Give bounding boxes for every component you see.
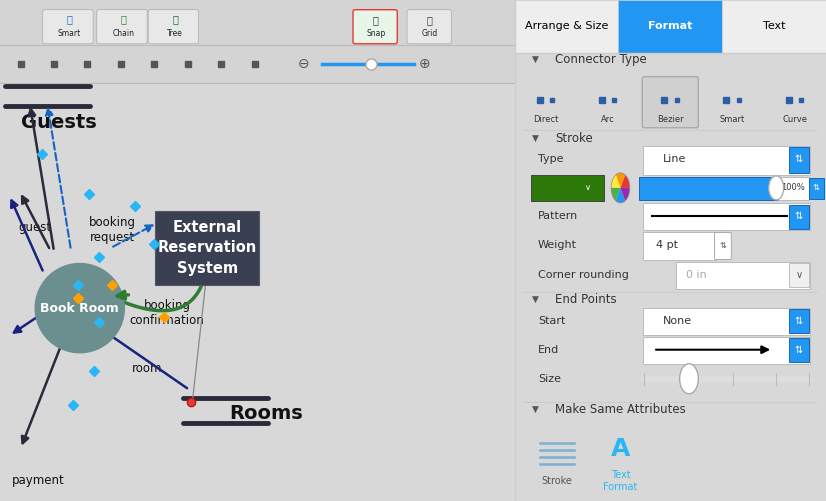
FancyBboxPatch shape	[790, 309, 809, 333]
FancyBboxPatch shape	[638, 177, 780, 200]
FancyBboxPatch shape	[407, 10, 451, 44]
Text: Smart: Smart	[720, 115, 745, 124]
Text: Size: Size	[538, 374, 561, 384]
Text: Format: Format	[648, 22, 692, 31]
Text: room: room	[131, 362, 162, 375]
Text: payment: payment	[12, 474, 65, 487]
Text: ∨: ∨	[795, 270, 803, 280]
Text: ▼: ▼	[532, 134, 539, 143]
FancyBboxPatch shape	[643, 203, 809, 230]
FancyBboxPatch shape	[722, 0, 826, 53]
Wedge shape	[620, 175, 629, 188]
Text: Line: Line	[662, 154, 686, 164]
Text: 100%: 100%	[781, 183, 805, 192]
Text: Text: Text	[763, 22, 786, 31]
Text: Stroke: Stroke	[541, 476, 572, 486]
Ellipse shape	[35, 263, 125, 353]
FancyBboxPatch shape	[515, 0, 619, 53]
Text: ▼: ▼	[532, 55, 539, 64]
Text: ⬛: ⬛	[121, 14, 126, 24]
Text: ▼: ▼	[532, 295, 539, 304]
Wedge shape	[611, 188, 620, 201]
FancyBboxPatch shape	[97, 10, 147, 44]
Text: ⇅: ⇅	[719, 241, 726, 250]
Circle shape	[769, 176, 784, 200]
Text: Book Room: Book Room	[40, 302, 119, 315]
Text: ⊕: ⊕	[419, 57, 430, 71]
Text: Corner rounding: Corner rounding	[538, 270, 629, 280]
FancyBboxPatch shape	[790, 147, 809, 173]
FancyBboxPatch shape	[531, 175, 604, 201]
Text: None: None	[662, 316, 691, 326]
Text: Arc: Arc	[601, 115, 615, 124]
Text: ⇅: ⇅	[795, 211, 803, 221]
Text: A: A	[610, 437, 630, 461]
Text: End: End	[538, 345, 559, 355]
Text: Direct: Direct	[533, 115, 558, 124]
Text: ⇅: ⇅	[795, 316, 803, 326]
FancyBboxPatch shape	[714, 232, 731, 260]
Text: ⇅: ⇅	[813, 183, 820, 192]
FancyBboxPatch shape	[643, 337, 809, 364]
Text: Start: Start	[538, 316, 565, 326]
Text: ⬛: ⬛	[172, 14, 178, 24]
FancyBboxPatch shape	[0, 0, 515, 46]
FancyBboxPatch shape	[790, 205, 809, 229]
FancyBboxPatch shape	[809, 178, 824, 199]
Text: End Points: End Points	[555, 293, 617, 306]
Text: Make Same Attributes: Make Same Attributes	[555, 403, 686, 416]
Text: 4 pt: 4 pt	[657, 240, 678, 250]
Text: ▼: ▼	[532, 405, 539, 414]
Text: Snap: Snap	[366, 29, 385, 38]
FancyBboxPatch shape	[148, 10, 198, 44]
Text: Arrange & Size: Arrange & Size	[525, 22, 608, 31]
FancyBboxPatch shape	[155, 211, 259, 285]
Text: Text
Format: Text Format	[603, 470, 638, 492]
Text: Type: Type	[538, 154, 563, 164]
Text: Curve: Curve	[782, 115, 807, 124]
FancyBboxPatch shape	[43, 10, 93, 44]
Text: ⬛: ⬛	[373, 15, 378, 25]
Wedge shape	[620, 188, 629, 201]
Wedge shape	[616, 173, 625, 188]
FancyBboxPatch shape	[619, 0, 722, 53]
Text: Weight: Weight	[538, 240, 577, 250]
Text: Grid: Grid	[421, 29, 438, 38]
Text: Tree: Tree	[167, 29, 183, 38]
Circle shape	[680, 364, 698, 394]
Text: ∨: ∨	[585, 183, 591, 192]
Text: ⬛: ⬛	[427, 15, 433, 25]
FancyBboxPatch shape	[676, 262, 809, 289]
Text: Stroke: Stroke	[555, 132, 593, 145]
FancyBboxPatch shape	[643, 146, 809, 175]
Text: ⇅: ⇅	[795, 345, 803, 355]
FancyBboxPatch shape	[790, 338, 809, 362]
Text: booking
request: booking request	[88, 216, 135, 244]
Text: ⊖: ⊖	[298, 57, 310, 71]
FancyBboxPatch shape	[643, 77, 698, 128]
Text: Smart: Smart	[58, 29, 81, 38]
Text: Guests: Guests	[21, 113, 97, 132]
Text: ⬛: ⬛	[67, 14, 73, 24]
Text: Bezier: Bezier	[657, 115, 684, 124]
FancyBboxPatch shape	[643, 308, 809, 335]
FancyBboxPatch shape	[0, 46, 515, 83]
Text: Chain: Chain	[112, 29, 135, 38]
Text: ⇅: ⇅	[795, 154, 803, 164]
Wedge shape	[616, 188, 625, 203]
Wedge shape	[611, 175, 620, 188]
Text: External
Reservation
System: External Reservation System	[158, 220, 257, 276]
Text: 0 in: 0 in	[686, 270, 706, 280]
FancyBboxPatch shape	[790, 263, 809, 287]
Text: guest: guest	[18, 221, 51, 234]
FancyBboxPatch shape	[643, 232, 716, 260]
FancyBboxPatch shape	[778, 177, 809, 200]
Text: Pattern: Pattern	[538, 211, 578, 221]
Text: booking
confirmation: booking confirmation	[130, 299, 205, 327]
FancyBboxPatch shape	[353, 10, 397, 44]
Text: Rooms: Rooms	[229, 404, 303, 423]
Text: Connector Type: Connector Type	[555, 53, 647, 66]
